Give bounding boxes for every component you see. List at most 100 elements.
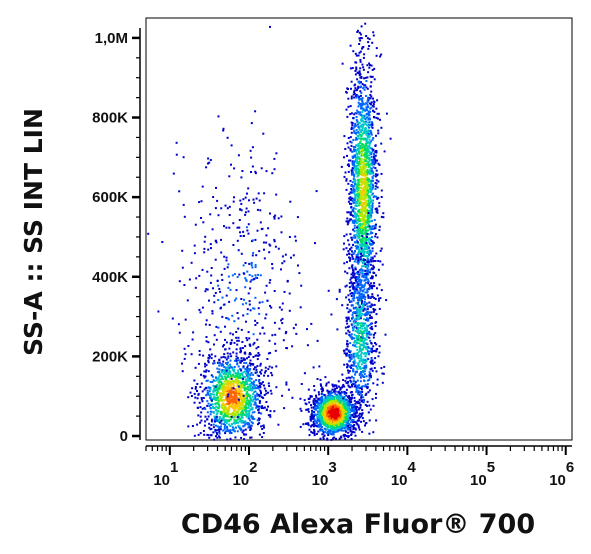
- data-point: [333, 420, 336, 423]
- data-point: [226, 392, 229, 395]
- data-point: [363, 88, 366, 91]
- data-point: [360, 177, 363, 180]
- data-point: [371, 304, 374, 307]
- data-point: [350, 433, 353, 436]
- data-point: [361, 361, 364, 364]
- data-point: [360, 231, 363, 234]
- data-point: [271, 366, 274, 369]
- data-point: [375, 348, 378, 351]
- data-point: [358, 185, 361, 188]
- data-point: [353, 190, 356, 193]
- data-point: [230, 399, 233, 402]
- data-point: [343, 424, 346, 427]
- data-point: [380, 126, 383, 129]
- data-point: [365, 191, 368, 194]
- data-point: [331, 391, 334, 394]
- data-point: [372, 174, 375, 177]
- data-point: [368, 159, 371, 161]
- data-point: [351, 253, 353, 256]
- data-point: [368, 311, 371, 314]
- data-point: [321, 393, 324, 396]
- data-point: [254, 371, 257, 374]
- data-point: [343, 262, 346, 265]
- data-point: [363, 284, 366, 287]
- data-point: [352, 353, 355, 356]
- data-point: [350, 211, 352, 214]
- data-point: [342, 406, 345, 409]
- data-point: [365, 226, 368, 228]
- data-point: [357, 200, 360, 203]
- data-point: [240, 436, 243, 439]
- data-point: [364, 234, 367, 237]
- data-point: [361, 193, 364, 196]
- data-point: [209, 395, 212, 398]
- data-point: [222, 407, 225, 410]
- data-point: [360, 240, 363, 243]
- data-point: [353, 341, 356, 344]
- data-point: [365, 364, 368, 367]
- data-point: [348, 159, 350, 162]
- data-point: [269, 410, 272, 413]
- data-point: [257, 419, 260, 422]
- data-point: [209, 413, 212, 416]
- data-point: [344, 416, 347, 418]
- data-point: [249, 405, 252, 408]
- data-point: [364, 193, 367, 196]
- data-point: [368, 228, 371, 231]
- data-point: [354, 207, 357, 210]
- data-point: [214, 389, 217, 392]
- data-point: [252, 356, 255, 358]
- data-point: [204, 365, 207, 368]
- data-point: [236, 343, 239, 346]
- data-point: [222, 402, 225, 405]
- data-point: [332, 399, 335, 402]
- data-point: [360, 243, 363, 246]
- data-point: [368, 179, 371, 182]
- data-point: [370, 163, 373, 166]
- data-point: [339, 422, 342, 425]
- data-point: [334, 401, 337, 403]
- data-point: [361, 216, 364, 219]
- data-point: [355, 129, 358, 132]
- data-point: [260, 407, 263, 409]
- data-point: [248, 362, 251, 365]
- data-point: [355, 411, 358, 414]
- data-point: [368, 152, 371, 154]
- data-point: [360, 394, 363, 397]
- data-point: [357, 29, 359, 32]
- data-point: [368, 121, 371, 124]
- data-point: [358, 398, 361, 401]
- data-point: [222, 385, 225, 388]
- data-point: [360, 85, 362, 88]
- data-point: [222, 416, 225, 419]
- data-point: [321, 408, 324, 411]
- data-point: [345, 388, 348, 391]
- data-point: [366, 179, 369, 181]
- data-point: [357, 248, 360, 251]
- data-point: [358, 74, 361, 76]
- data-point: [311, 411, 314, 414]
- data-point: [365, 255, 368, 258]
- data-point: [372, 431, 375, 434]
- data-point: [207, 370, 210, 373]
- data-point: [375, 392, 377, 395]
- data-point: [358, 37, 361, 40]
- data-point: [357, 219, 360, 222]
- data-point: [240, 411, 243, 414]
- data-point: [358, 361, 361, 364]
- data-point: [216, 387, 219, 390]
- data-point: [350, 188, 353, 190]
- data-point: [239, 418, 242, 420]
- data-point: [367, 121, 370, 124]
- data-point: [361, 192, 364, 195]
- data-point: [357, 322, 360, 325]
- data-point: [241, 416, 244, 419]
- data-point: [337, 406, 340, 409]
- data-point: [366, 200, 369, 203]
- data-point: [357, 426, 360, 429]
- data-point: [367, 411, 370, 414]
- data-point: [374, 357, 377, 360]
- data-point: [345, 394, 348, 397]
- data-point: [366, 383, 369, 386]
- data-point: [363, 373, 366, 376]
